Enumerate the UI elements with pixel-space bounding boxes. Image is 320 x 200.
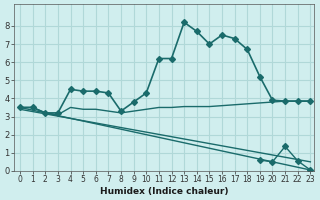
X-axis label: Humidex (Indice chaleur): Humidex (Indice chaleur) — [100, 187, 228, 196]
